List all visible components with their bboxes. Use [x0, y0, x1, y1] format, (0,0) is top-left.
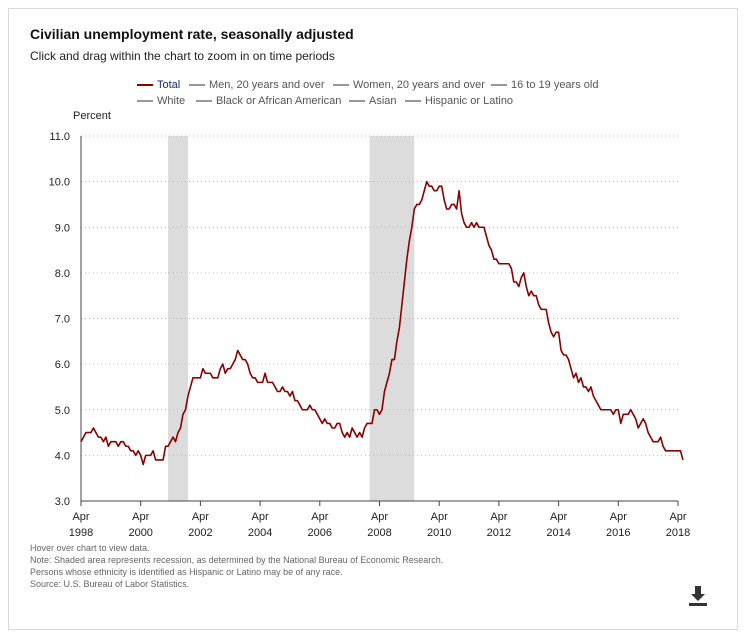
legend-swatch: [137, 100, 153, 103]
legend-swatch: [405, 100, 421, 103]
x-tick-month: Apr: [431, 511, 448, 523]
legend-label: 16 to 19 years old: [511, 79, 599, 91]
x-tick-month: Apr: [132, 511, 149, 523]
x-tick-month: Apr: [550, 511, 567, 523]
legend-swatch: [333, 84, 349, 87]
y-tick-label: 11.0: [49, 131, 70, 143]
recession-band: [369, 136, 415, 501]
x-axis: Apr 1998 Apr 2000 Apr 2002 Apr 2004 Apr 2006 Apr 20…: [69, 500, 690, 539]
x-tick-year: 2016: [606, 527, 630, 539]
legend-label: Women, 20 years and over: [353, 79, 485, 91]
series-line-total[interactable]: [80, 180, 684, 466]
x-tick-month: Apr: [490, 511, 507, 523]
x-tick-year: 2012: [487, 527, 511, 539]
legend-item-hispanic[interactable]: Hispanic or Latino: [405, 95, 513, 107]
x-tick-month: Apr: [610, 511, 627, 523]
legend-swatch: [137, 84, 153, 87]
chart-title: Civilian unemployment rate, seasonally a…: [30, 26, 354, 42]
legend-swatch: [491, 84, 507, 87]
legend-label: Men, 20 years and over: [209, 79, 325, 91]
x-tick-month: Apr: [252, 511, 269, 523]
chart-notes: Hover over chart to view data. Note: Sha…: [30, 542, 443, 590]
legend-swatch: [189, 84, 205, 87]
y-tick-label: 3.0: [55, 496, 70, 508]
note-source: Source: U.S. Bureau of Labor Statistics.: [30, 579, 190, 589]
download-icon: [689, 586, 707, 606]
series-lines: [80, 180, 684, 466]
note-hover: Hover over chart to view data.: [30, 543, 150, 553]
legend-item-black[interactable]: Black or African American: [196, 95, 341, 107]
legend-item-white[interactable]: White: [137, 95, 185, 107]
y-tick-label: 8.0: [55, 268, 70, 280]
y-tick-label: 6.0: [55, 359, 70, 371]
y-tick-label: 4.0: [55, 450, 70, 462]
y-axis-label: Percent: [73, 110, 111, 122]
y-tick-label: 7.0: [55, 314, 70, 326]
x-tick-year: 2010: [427, 527, 451, 539]
x-tick-month: Apr: [311, 511, 328, 523]
legend-item-asian[interactable]: Asian: [349, 95, 397, 107]
legend-item-men[interactable]: Men, 20 years and over: [189, 79, 325, 91]
x-tick-year: 2006: [308, 527, 332, 539]
x-tick-month: Apr: [669, 511, 686, 523]
legend-label: White: [157, 95, 186, 107]
download-button[interactable]: [686, 584, 710, 608]
chart-subtitle: Click and drag within the chart to zoom …: [30, 49, 335, 63]
x-tick-year: 2014: [546, 527, 570, 539]
legend-swatch: [349, 100, 365, 103]
x-tick-month: Apr: [192, 511, 209, 523]
legend-item-total[interactable]: Total: [137, 79, 180, 91]
note-ethnicity: Persons whose ethnicity is identified as…: [30, 567, 343, 577]
y-tick-label: 10.0: [49, 177, 70, 189]
x-tick-month: Apr: [371, 511, 388, 523]
note-recession: Note: Shaded area represents recession, …: [30, 555, 444, 565]
x-tick-year: 1998: [69, 527, 93, 539]
legend-label: Black or African American: [216, 95, 342, 107]
legend-item-teens[interactable]: 16 to 19 years old: [491, 79, 598, 91]
y-axis-ticks: 3.0 4.0 5.0 6.0 7.0 8.0 9.0 10.0 11.0: [49, 131, 82, 508]
legend-label: Total: [157, 79, 181, 91]
legend-label: Hispanic or Latino: [425, 95, 514, 107]
y-tick-label: 5.0: [55, 405, 70, 417]
x-tick-year: 2018: [666, 527, 690, 539]
line-chart[interactable]: 3.04.05.06.07.08.09.010.011.0 Apr1998Apr…: [0, 0, 752, 560]
legend-item-women[interactable]: Women, 20 years and over: [333, 79, 485, 91]
x-tick-year: 2002: [188, 527, 212, 539]
x-tick-year: 2008: [367, 527, 391, 539]
x-tick-year: 2000: [128, 527, 152, 539]
y-tick-label: 9.0: [55, 222, 70, 234]
x-tick-year: 2004: [248, 527, 272, 539]
legend-swatch: [196, 100, 212, 103]
x-tick-month: Apr: [72, 511, 89, 523]
recession-band: [168, 136, 188, 501]
legend-label: Asian: [369, 95, 397, 107]
